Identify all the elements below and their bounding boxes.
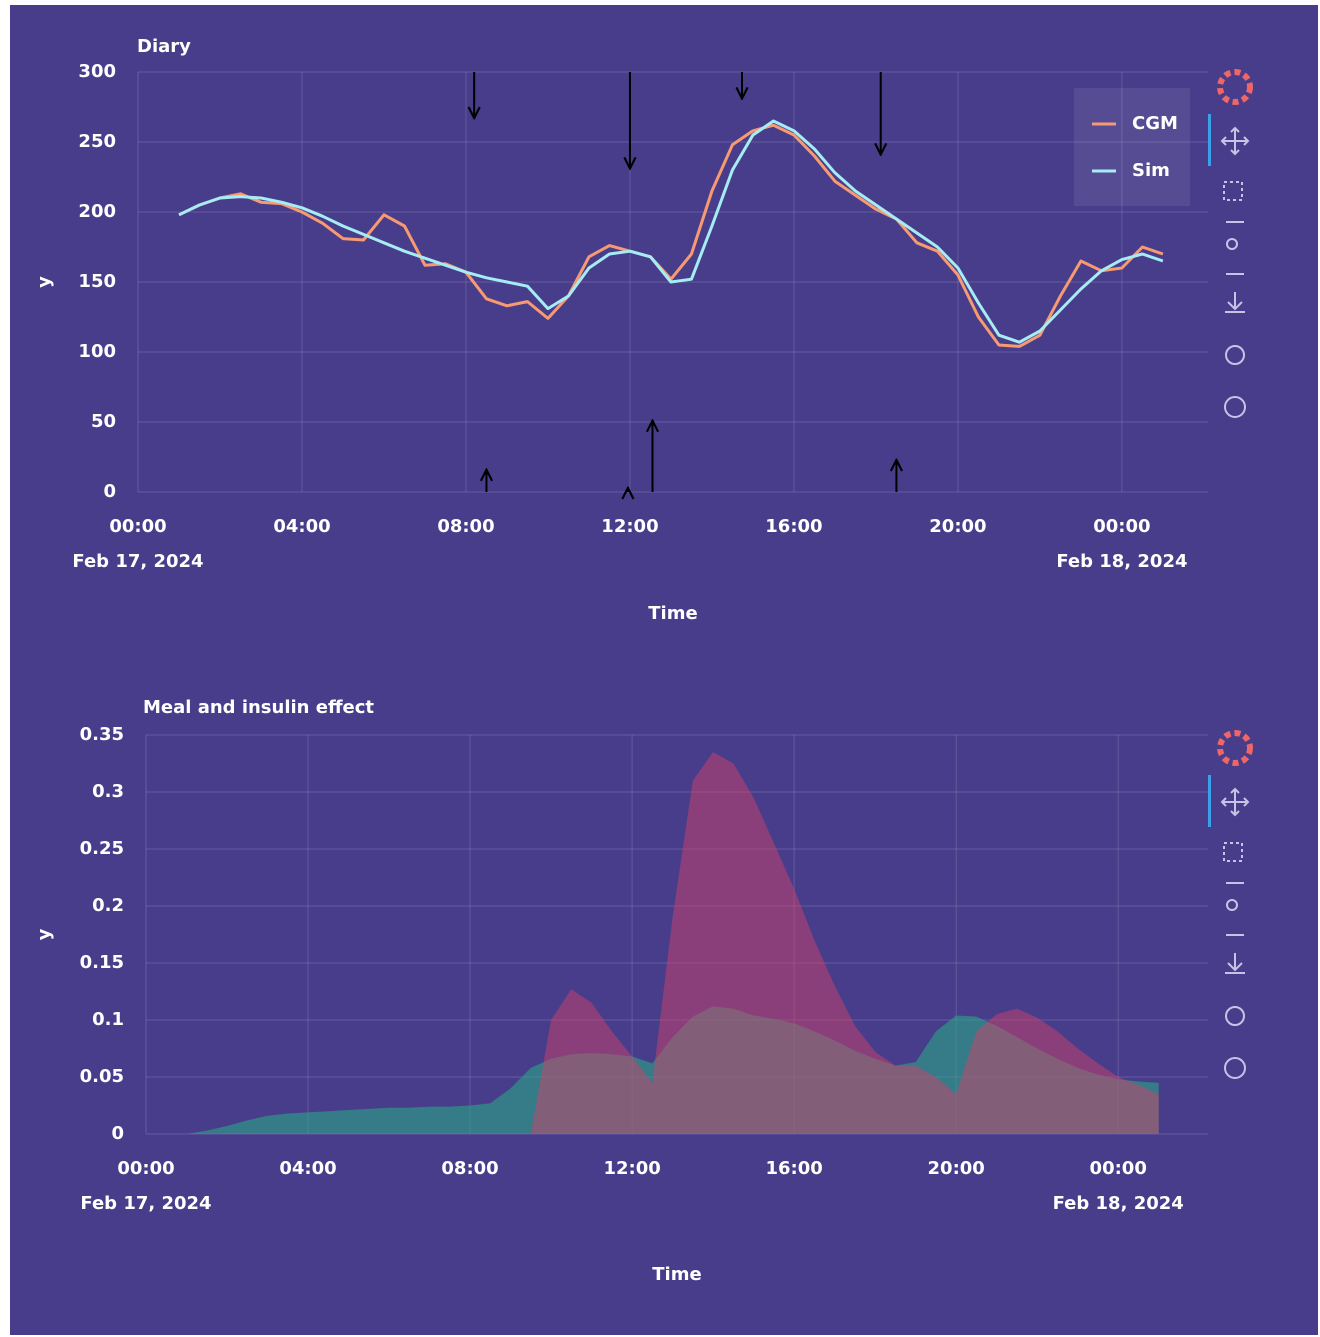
- logo: [1217, 69, 1253, 105]
- x-axis-title: Time: [652, 1264, 701, 1285]
- autoscale-icon[interactable]: [1226, 899, 1238, 911]
- help-icon[interactable]: [1224, 1057, 1246, 1079]
- y-tick-label: 0.05: [80, 1066, 124, 1087]
- x-tick-date: Feb 18, 2024: [1053, 1193, 1184, 1214]
- x-tick-label: 12:00: [603, 1158, 660, 1179]
- separator: [1226, 221, 1244, 275]
- y-tick-label: 100: [78, 341, 116, 362]
- y-tick-label: 0: [111, 1123, 124, 1144]
- y-tick-label: 250: [78, 131, 116, 152]
- x-tick-label: 16:00: [765, 1158, 822, 1179]
- y-axis-title: y: [34, 276, 55, 288]
- x-tick-label: 00:00: [1093, 516, 1150, 537]
- y-axis-title: y: [34, 928, 55, 940]
- x-tick-label: 00:00: [109, 516, 166, 537]
- y-tick-label: 50: [91, 411, 116, 432]
- y-tick-label: 0.3: [92, 781, 124, 802]
- zoom-icon[interactable]: [1223, 842, 1243, 862]
- download-icon[interactable]: [1225, 292, 1245, 313]
- active-marker: [1208, 775, 1211, 827]
- x-tick-date: Feb 18, 2024: [1056, 551, 1187, 572]
- pan-icon[interactable]: [1220, 787, 1250, 817]
- autoscale-icon[interactable]: [1226, 238, 1238, 250]
- logo: [1217, 730, 1253, 766]
- y-tick-label: 0.15: [80, 952, 124, 973]
- y-tick-label: 0.1: [92, 1009, 124, 1030]
- x-axis-title: Time: [648, 603, 697, 624]
- x-tick-label: 08:00: [441, 1158, 498, 1179]
- y-tick-label: 0.2: [92, 895, 124, 916]
- y-tick-label: 0.35: [80, 724, 124, 745]
- x-tick-label: 08:00: [437, 516, 494, 537]
- line: [178, 123, 1164, 348]
- area: [186, 752, 1159, 1134]
- chart-title: Meal and insulin effect: [143, 697, 374, 718]
- zoom-icon[interactable]: [1223, 181, 1243, 201]
- x-tick-label: 20:00: [929, 516, 986, 537]
- modebar[interactable]: [1208, 69, 1253, 1079]
- legend-label: Sim: [1132, 160, 1170, 181]
- y-tick-label: 0: [103, 481, 116, 502]
- y-tick-label: 200: [78, 201, 116, 222]
- x-tick-label: 04:00: [273, 516, 330, 537]
- x-tick-label: 00:00: [1090, 1158, 1147, 1179]
- legend-label: CGM: [1132, 113, 1178, 134]
- y-tick-label: 300: [78, 61, 116, 82]
- x-tick-label: 12:00: [601, 516, 658, 537]
- x-tick-label: 16:00: [765, 516, 822, 537]
- y-tick-label: 150: [78, 271, 116, 292]
- legend-box: [1074, 88, 1190, 206]
- pan-icon[interactable]: [1220, 126, 1250, 156]
- line: [178, 119, 1164, 344]
- chart-title: Diary: [137, 36, 191, 57]
- y-tick-label: 0.25: [80, 838, 124, 859]
- help-icon[interactable]: [1224, 396, 1246, 418]
- reset-icon[interactable]: [1225, 345, 1245, 365]
- active-marker: [1208, 114, 1211, 166]
- reset-icon[interactable]: [1225, 1006, 1245, 1026]
- x-tick-label: 20:00: [928, 1158, 985, 1179]
- separator: [1226, 882, 1244, 936]
- x-tick-date: Feb 17, 2024: [80, 1193, 211, 1214]
- download-icon[interactable]: [1225, 953, 1245, 974]
- x-tick-date: Feb 17, 2024: [72, 551, 203, 572]
- x-tick-label: 00:00: [117, 1158, 174, 1179]
- x-tick-label: 04:00: [279, 1158, 336, 1179]
